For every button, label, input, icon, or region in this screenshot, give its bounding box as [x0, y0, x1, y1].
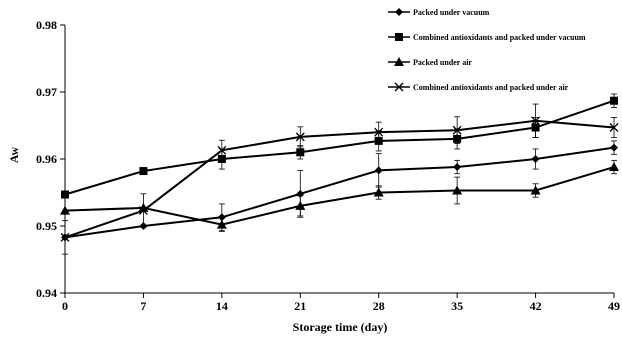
- data-point: [531, 116, 541, 126]
- data-point: [217, 213, 226, 222]
- legend-marker: [395, 33, 403, 41]
- x-tick-label: 42: [530, 299, 542, 313]
- legend-item-3: Packed under air: [388, 57, 472, 67]
- data-point: [60, 205, 70, 215]
- data-point: [609, 123, 619, 132]
- data-point: [296, 148, 305, 157]
- series-4: [60, 103, 619, 255]
- legend-item-1: Packed under vacuum: [388, 8, 490, 17]
- y-tick-label: 0.95: [36, 219, 57, 233]
- data-point: [60, 232, 70, 242]
- legend-label: Combined antioxidants and packed under a…: [413, 83, 569, 92]
- data-point: [216, 219, 227, 229]
- y-axis-label: Aw: [7, 146, 21, 163]
- data-point: [61, 190, 69, 199]
- data-point: [453, 163, 462, 172]
- data-point: [295, 132, 305, 142]
- x-tick-label: 49: [608, 299, 620, 313]
- data-point: [217, 145, 227, 155]
- chart-legend: Packed under vacuum Combined antioxidants…: [388, 8, 586, 92]
- y-tick-label: 0.94: [36, 286, 57, 300]
- data-point: [452, 125, 462, 135]
- legend-item-2: Combined antioxidants and packed under v…: [388, 33, 586, 42]
- legend-label: Combined antioxidants and packed under v…: [413, 33, 586, 42]
- series-line: [64, 146, 615, 239]
- data-point: [452, 185, 463, 195]
- x-tick-label: 35: [451, 299, 463, 313]
- data-point: [374, 166, 383, 175]
- series-line: [64, 166, 615, 226]
- y-tick-label: 0.96: [36, 152, 57, 166]
- y-tick-label: 0.98: [36, 18, 57, 32]
- legend-marker: [394, 82, 404, 92]
- data-point: [139, 167, 148, 176]
- x-tick-label: 14: [216, 299, 228, 313]
- y-tick-label: 0.97: [36, 85, 57, 99]
- data-point: [610, 143, 618, 152]
- legend-marker: [395, 8, 403, 16]
- x-tick-label: 21: [294, 299, 306, 313]
- chart-axes: 0.94 0.95 0.96 0.97 0.98 0 7 14 21 28 35 42 49: [36, 18, 620, 313]
- data-point: [374, 127, 384, 137]
- series-line: [64, 99, 615, 196]
- x-tick-label: 7: [140, 299, 146, 313]
- x-axis-label: Storage time (day): [293, 320, 388, 334]
- legend-item-4: Combined antioxidants and packed under a…: [388, 82, 569, 92]
- data-point: [373, 187, 384, 197]
- data-point: [609, 162, 619, 172]
- data-point: [531, 155, 540, 163]
- series-layer: [60, 93, 619, 255]
- data-point: [295, 200, 306, 210]
- legend-label: Packed under air: [413, 58, 472, 67]
- series-3: [60, 159, 619, 232]
- series-line: [64, 119, 615, 239]
- data-point: [530, 185, 541, 195]
- legend-marker: [394, 57, 404, 66]
- x-tick-label: 28: [373, 299, 385, 313]
- data-point: [610, 96, 618, 105]
- data-point: [138, 206, 148, 216]
- legend-label: Packed under vacuum: [413, 8, 490, 17]
- x-tick-label: 0: [62, 299, 68, 313]
